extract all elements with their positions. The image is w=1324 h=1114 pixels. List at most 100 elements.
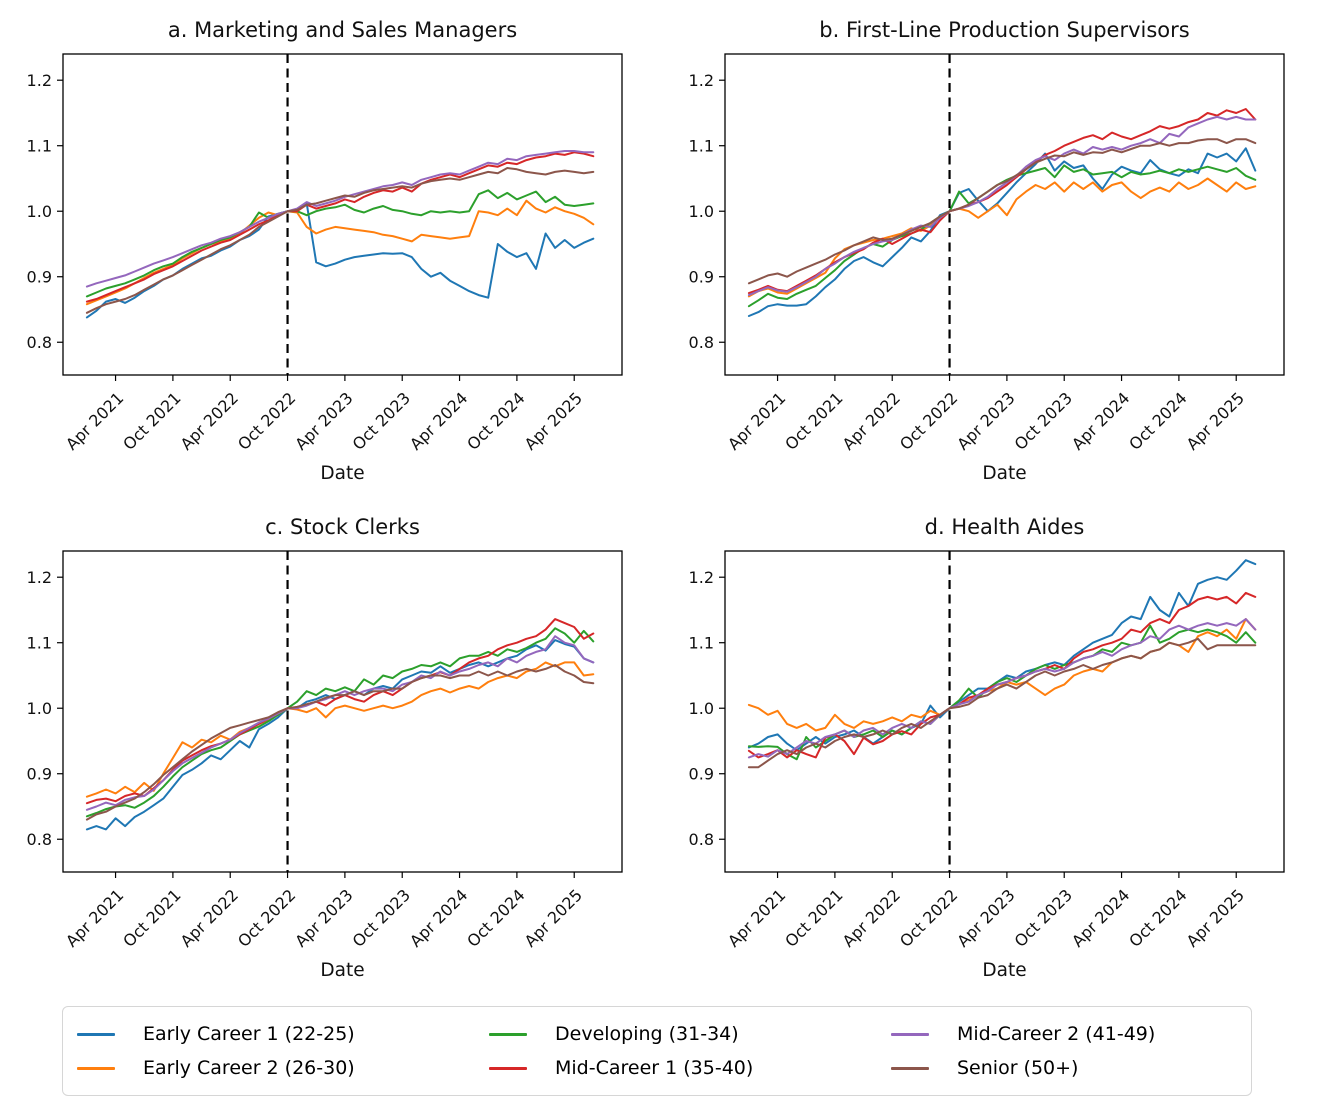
series-line-developing-31-34 bbox=[85, 189, 595, 298]
series-line-senior-50 bbox=[85, 664, 595, 821]
chart-panel-c: c. Stock Clerks 0.8 0.9 1.0 1.1 1.2 Apr 2021 Oc… bbox=[0, 497, 662, 994]
chart-grid: a. Marketing and Sales Managers 0.8 0.9 1.0… bbox=[0, 0, 1324, 994]
chart-panel-d: d. Health Aides 0.8 0.9 1.0 1.1 1.2 Apr 2021 Oc… bbox=[662, 497, 1324, 994]
y-tick-label: 1.1 bbox=[27, 633, 52, 652]
series-line-mid-career-2-41-49 bbox=[85, 635, 595, 811]
x-tick-label: Apr 2021 bbox=[62, 388, 127, 453]
series-line-early-career-1-22-25 bbox=[747, 559, 1257, 752]
x-tick-label: Oct 2021 bbox=[119, 388, 184, 453]
panel-c-title: c. Stock Clerks bbox=[265, 515, 420, 539]
y-tick-label: 1.1 bbox=[689, 633, 714, 652]
x-tick-label: Apr 2021 bbox=[62, 885, 127, 950]
legend-item-mid-career-1-35-40: Mid-Career 1 (35-40) bbox=[489, 1051, 891, 1085]
series-line-early-career-2-26-30 bbox=[747, 618, 1257, 732]
x-tick-label: Apr 2022 bbox=[177, 885, 242, 950]
figure-panel-b: b. First-Line Production Supervisors 0.8 0… bbox=[689, 18, 1285, 484]
x-tick-label: Oct 2023 bbox=[349, 885, 414, 950]
y-tick-label: 0.8 bbox=[27, 830, 52, 849]
series-line-early-career-1-22-25 bbox=[85, 639, 595, 831]
series-line-senior-50 bbox=[747, 637, 1257, 769]
x-tick-label: Apr 2024 bbox=[406, 885, 471, 950]
y-tick-label: 1.0 bbox=[689, 699, 714, 718]
legend-line-swatch-early-career-2-26-30 bbox=[77, 1066, 115, 1070]
series-line-mid-career-1-35-40 bbox=[85, 151, 595, 303]
x-tick-label: Apr 2023 bbox=[953, 388, 1018, 453]
legend-line-swatch-senior-50 bbox=[891, 1066, 929, 1070]
x-tick-label: Apr 2024 bbox=[406, 388, 471, 453]
panel-d-title: d. Health Aides bbox=[925, 515, 1085, 539]
y-tick-label: 0.8 bbox=[689, 333, 714, 352]
x-tick-label: Apr 2024 bbox=[1068, 388, 1133, 453]
x-tick-label: Oct 2021 bbox=[119, 885, 184, 950]
series-line-senior-50 bbox=[747, 138, 1257, 285]
y-tick-label: 1.0 bbox=[689, 202, 714, 221]
legend: Early Career 1 (22-25) Early Career 2 (26… bbox=[62, 1006, 1252, 1096]
x-tick-label: Apr 2022 bbox=[839, 388, 904, 453]
x-axis-label: Date bbox=[320, 960, 364, 981]
x-tick-label: Oct 2024 bbox=[463, 885, 528, 950]
y-tick-label: 1.2 bbox=[689, 71, 714, 90]
x-tick-label: Oct 2023 bbox=[1011, 885, 1076, 950]
y-tick-label: 1.0 bbox=[27, 699, 52, 718]
legend-item-early-career-1-22-25: Early Career 1 (22-25) bbox=[77, 1017, 489, 1051]
legend-line-swatch-early-career-1-22-25 bbox=[77, 1032, 115, 1036]
x-tick-label: Oct 2024 bbox=[1125, 885, 1190, 950]
x-tick-label: Oct 2024 bbox=[1125, 388, 1190, 453]
figure-panel-a: a. Marketing and Sales Managers 0.8 0.9 1.0… bbox=[27, 18, 623, 484]
x-tick-label: Oct 2023 bbox=[349, 388, 414, 453]
x-tick-label: Oct 2021 bbox=[781, 388, 846, 453]
x-axis-label: Date bbox=[982, 960, 1026, 981]
legend-label: Senior (50+) bbox=[957, 1056, 1079, 1079]
panel-a-title: a. Marketing and Sales Managers bbox=[168, 18, 517, 42]
series-line-early-career-1-22-25 bbox=[747, 147, 1257, 317]
x-tick-label: Apr 2025 bbox=[521, 388, 586, 453]
series-line-mid-career-1-35-40 bbox=[747, 591, 1257, 759]
y-tick-label: 0.9 bbox=[27, 764, 52, 783]
x-tick-label: Oct 2022 bbox=[896, 885, 961, 950]
x-tick-label: Apr 2021 bbox=[724, 388, 789, 453]
plot-frame bbox=[724, 53, 1285, 376]
legend-column-1: Early Career 1 (22-25) Early Career 2 (26… bbox=[77, 1017, 489, 1085]
y-tick-label: 1.2 bbox=[27, 568, 52, 587]
series-line-mid-career-2-41-49 bbox=[85, 150, 595, 288]
x-tick-label: Apr 2023 bbox=[291, 388, 356, 453]
x-tick-label: Apr 2025 bbox=[1183, 388, 1248, 453]
x-tick-label: Oct 2023 bbox=[1011, 388, 1076, 453]
legend-column-3: Mid-Career 2 (41-49) Senior (50+) bbox=[891, 1017, 1245, 1085]
legend-label: Early Career 1 (22-25) bbox=[143, 1022, 355, 1045]
series-line-early-career-2-26-30 bbox=[85, 199, 595, 306]
legend-item-senior-50: Senior (50+) bbox=[891, 1051, 1245, 1085]
x-tick-label: Oct 2024 bbox=[463, 388, 528, 453]
legend-label: Mid-Career 1 (35-40) bbox=[555, 1056, 754, 1079]
legend-column-2: Developing (31-34) Mid-Career 1 (35-40) bbox=[489, 1017, 891, 1085]
chart-panel-b: b. First-Line Production Supervisors 0.8 0… bbox=[662, 0, 1324, 497]
y-tick-label: 0.9 bbox=[689, 764, 714, 783]
y-tick-label: 0.8 bbox=[689, 830, 714, 849]
series-line-developing-31-34 bbox=[85, 627, 595, 818]
x-tick-label: Oct 2022 bbox=[234, 388, 299, 453]
plot-frame bbox=[724, 550, 1285, 873]
y-tick-label: 1.1 bbox=[27, 136, 52, 155]
y-tick-label: 0.9 bbox=[27, 267, 52, 286]
legend-item-early-career-2-26-30: Early Career 2 (26-30) bbox=[77, 1051, 489, 1085]
series-line-mid-career-2-41-49 bbox=[747, 115, 1257, 297]
legend-item-mid-career-2-41-49: Mid-Career 2 (41-49) bbox=[891, 1017, 1245, 1051]
x-axis-label: Date bbox=[320, 463, 364, 484]
series-line-early-career-2-26-30 bbox=[747, 177, 1257, 298]
y-tick-label: 1.0 bbox=[27, 202, 52, 221]
x-tick-label: Apr 2023 bbox=[953, 885, 1018, 950]
x-tick-label: Apr 2023 bbox=[291, 885, 356, 950]
x-tick-label: Apr 2024 bbox=[1068, 885, 1133, 950]
x-tick-label: Apr 2022 bbox=[177, 388, 242, 453]
y-tick-label: 1.1 bbox=[689, 136, 714, 155]
legend-item-developing-31-34: Developing (31-34) bbox=[489, 1017, 891, 1051]
legend-label: Developing (31-34) bbox=[555, 1022, 739, 1045]
x-tick-label: Apr 2025 bbox=[1183, 885, 1248, 950]
y-tick-label: 1.2 bbox=[689, 568, 714, 587]
legend-line-swatch-developing-31-34 bbox=[489, 1032, 527, 1036]
series-line-early-career-2-26-30 bbox=[85, 661, 595, 798]
legend-line-swatch-mid-career-1-35-40 bbox=[489, 1066, 527, 1070]
